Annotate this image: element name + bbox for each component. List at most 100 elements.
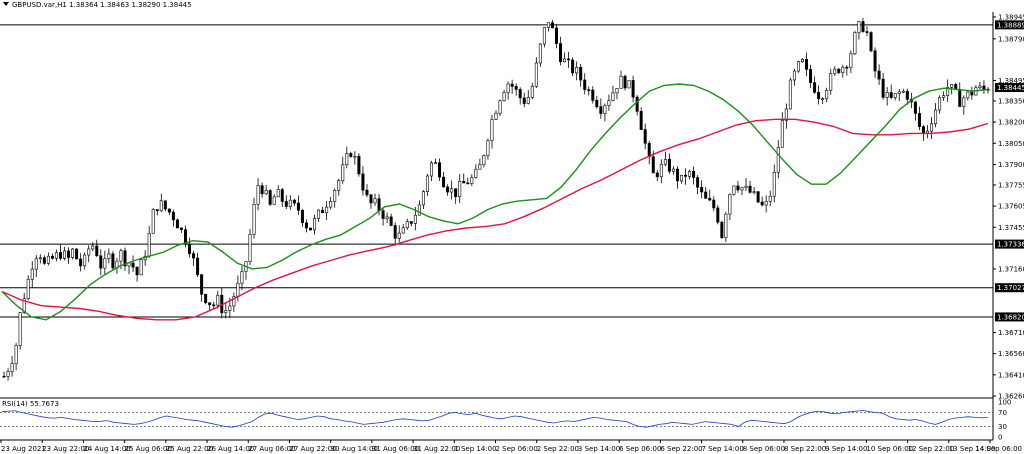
candle-body bbox=[405, 221, 409, 229]
level-price-text: 1.38889 bbox=[997, 21, 1024, 29]
candle-body bbox=[373, 198, 377, 204]
level-price-box bbox=[995, 283, 1024, 293]
candle-body bbox=[377, 198, 381, 211]
rsi-tick-label: 70 bbox=[998, 409, 1007, 417]
time-tick-label: 3 Sep 14:00 bbox=[578, 445, 620, 453]
candle-body bbox=[34, 258, 38, 270]
candle-body bbox=[462, 180, 466, 184]
candle-body bbox=[296, 202, 300, 211]
candle-body bbox=[228, 305, 232, 311]
candle-body bbox=[179, 227, 183, 230]
candle-body bbox=[188, 243, 192, 254]
candle-body bbox=[183, 229, 187, 245]
candle-body bbox=[865, 31, 869, 33]
price-tick-label: 1.36410 bbox=[998, 371, 1024, 379]
candle-body bbox=[288, 199, 292, 207]
time-tick-label: 30 Aug 14:00 bbox=[331, 445, 378, 453]
price-tick-label: 1.36560 bbox=[998, 350, 1024, 358]
candle-body bbox=[506, 83, 510, 93]
price-tick-label: 1.38200 bbox=[998, 119, 1024, 127]
level-price-box bbox=[995, 312, 1024, 322]
candle-body bbox=[675, 168, 679, 182]
candle-body bbox=[962, 97, 966, 107]
candle-body bbox=[208, 302, 212, 306]
candle-body bbox=[151, 209, 155, 234]
candle-body bbox=[22, 298, 26, 313]
collapse-triangle-icon[interactable] bbox=[3, 2, 9, 6]
candle-body bbox=[272, 196, 276, 205]
candle-body bbox=[421, 191, 425, 206]
candle-body bbox=[409, 221, 413, 224]
candle-body bbox=[724, 213, 728, 239]
candle-body bbox=[256, 185, 260, 205]
candle-body bbox=[67, 250, 71, 258]
price-tick-label: 1.36710 bbox=[998, 329, 1024, 337]
candle-body bbox=[192, 253, 196, 259]
candle-body bbox=[321, 209, 325, 214]
candle-body bbox=[482, 155, 486, 166]
price-tick-label: 1.37455 bbox=[998, 224, 1024, 232]
candle-body bbox=[236, 282, 240, 297]
time-tick-label: 31 Aug 22:00 bbox=[413, 445, 460, 453]
time-tick-label: 1 Sep 14:00 bbox=[454, 445, 496, 453]
candle-body bbox=[252, 204, 256, 235]
candle-body bbox=[329, 201, 333, 208]
time-tick-label: 7 Sep 14:00 bbox=[702, 445, 744, 453]
candle-body bbox=[542, 27, 546, 45]
rsi-tick-label: 30 bbox=[998, 423, 1007, 431]
candle-body bbox=[268, 190, 272, 205]
candle-body bbox=[736, 185, 740, 191]
candle-body bbox=[369, 194, 373, 204]
candle-body bbox=[603, 105, 607, 114]
candle-body bbox=[317, 209, 321, 219]
candle-body bbox=[397, 232, 401, 239]
rsi-tick-label: 0 bbox=[998, 434, 1002, 442]
candle-body bbox=[748, 185, 752, 193]
candle-body bbox=[982, 85, 986, 90]
candle-body bbox=[446, 186, 450, 193]
candle-body bbox=[873, 50, 877, 72]
candle-body bbox=[567, 58, 571, 61]
candle-body bbox=[530, 85, 534, 98]
candle-body bbox=[857, 21, 861, 33]
price-tick-label: 1.37160 bbox=[998, 265, 1024, 273]
rsi-label: RSI(14) 55.7673 bbox=[2, 400, 59, 408]
current-price-text: 1.38445 bbox=[997, 84, 1024, 92]
candle-body bbox=[18, 312, 22, 346]
candle-body bbox=[454, 188, 458, 198]
candle-body bbox=[950, 84, 954, 88]
candle-body bbox=[498, 100, 502, 114]
candle-body bbox=[54, 252, 58, 259]
price-tick-label: 1.36260 bbox=[998, 393, 1024, 401]
candle-body bbox=[280, 189, 284, 202]
candle-body bbox=[284, 201, 288, 207]
candle-body bbox=[784, 108, 788, 121]
candle-body bbox=[434, 162, 438, 165]
candle-body bbox=[10, 363, 14, 372]
candle-body bbox=[389, 216, 393, 226]
candle-body bbox=[119, 250, 123, 262]
candle-body bbox=[345, 153, 349, 166]
candle-body bbox=[780, 120, 784, 148]
candle-body bbox=[958, 88, 962, 107]
candle-body bbox=[91, 245, 95, 250]
candle-body bbox=[821, 98, 825, 101]
candle-body bbox=[764, 200, 768, 206]
candle-body bbox=[619, 75, 623, 89]
price-axis: 1.38945 1.38790 1.38495 1.38350 1.38200 1.380… bbox=[993, 13, 1024, 401]
time-tick-label: 10 Sep 06:00 bbox=[866, 445, 913, 453]
candle-body bbox=[607, 100, 611, 106]
candle-body bbox=[579, 66, 583, 81]
candle-body bbox=[825, 90, 829, 100]
candle-body bbox=[313, 218, 317, 231]
candle-body bbox=[732, 185, 736, 195]
candle-body bbox=[111, 253, 115, 269]
time-tick-label: 26 Aug 14:00 bbox=[207, 445, 254, 453]
candle-body bbox=[26, 279, 30, 300]
time-tick-label: 9 Sep 14:00 bbox=[825, 445, 867, 453]
candle-body bbox=[131, 262, 135, 268]
time-tick-label: 13 Sep 14:00 bbox=[949, 445, 996, 453]
candle-body bbox=[494, 112, 498, 120]
candle-body bbox=[575, 66, 579, 74]
